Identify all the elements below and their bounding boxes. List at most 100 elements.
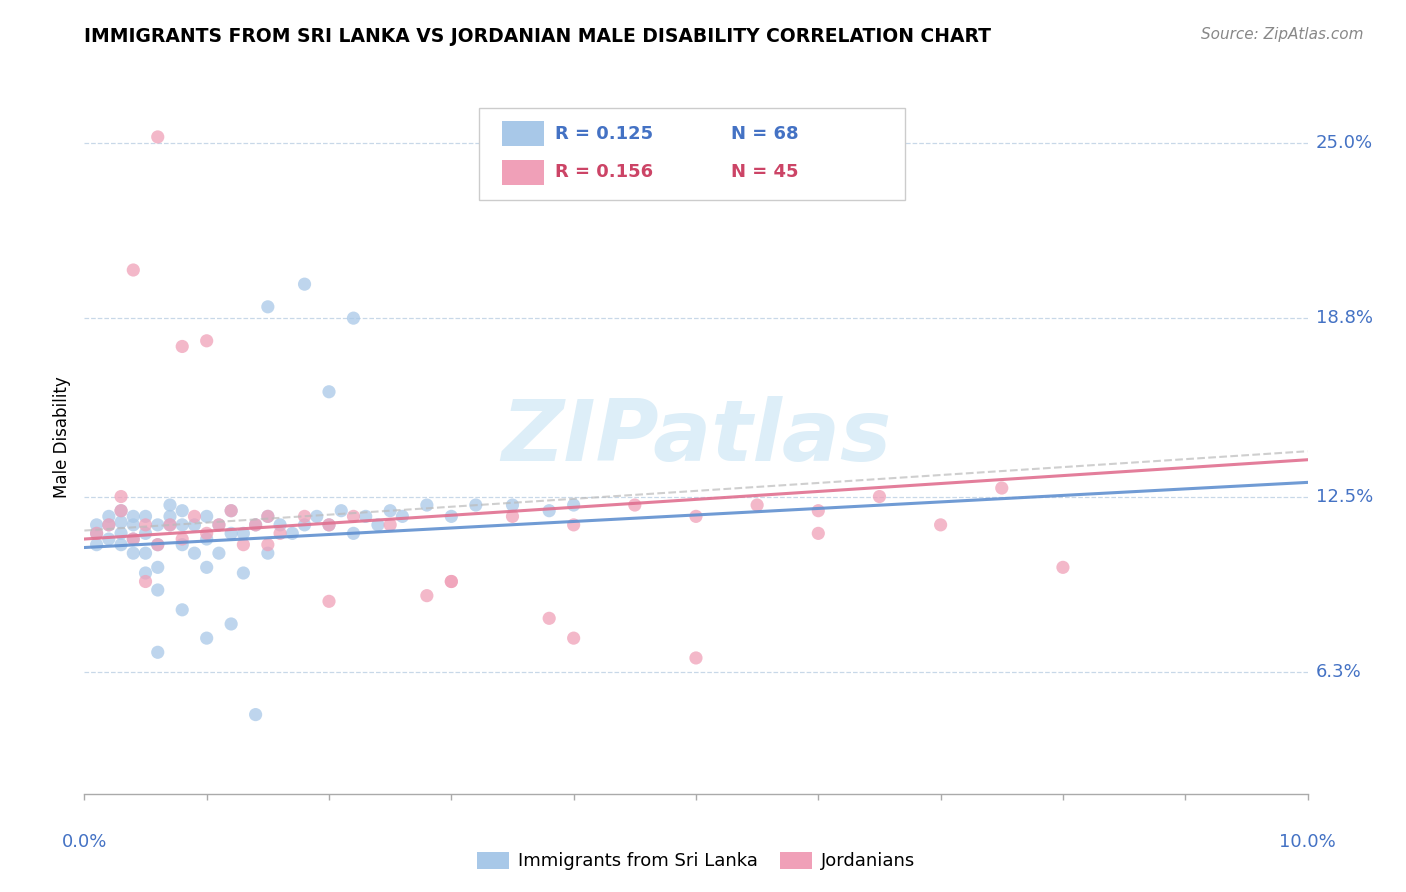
Point (208, 517, 231, 532)
Point (135, 546, 157, 560)
Point (86, 517, 108, 532)
Text: 0.0%: 0.0% (62, 833, 107, 851)
Point (97, 517, 120, 532)
Point (245, 517, 267, 532)
Point (257, 509, 280, 524)
Point (747, 498, 769, 512)
Point (232, 566, 254, 580)
Point (122, 509, 145, 524)
Point (294, 277, 316, 292)
Point (416, 589, 439, 603)
Point (135, 566, 157, 580)
Point (146, 645, 169, 659)
Point (122, 546, 145, 560)
Point (281, 526, 304, 541)
Point (172, 532, 194, 546)
Point (391, 509, 413, 524)
Point (159, 517, 181, 532)
Point (624, 498, 647, 512)
Point (219, 504, 242, 518)
Point (172, 603, 194, 617)
Point (110, 504, 132, 518)
Text: 6.3%: 6.3% (1316, 663, 1361, 681)
Point (330, 504, 353, 518)
Text: 12.5%: 12.5% (1316, 488, 1374, 506)
Point (685, 651, 707, 665)
Point (146, 129, 169, 144)
Point (183, 517, 205, 532)
Point (195, 560, 218, 574)
Point (135, 517, 157, 532)
Point (440, 574, 463, 589)
Point (146, 582, 169, 597)
Point (146, 538, 169, 552)
Point (195, 526, 218, 541)
Point (195, 509, 218, 524)
Point (380, 517, 402, 532)
Point (538, 611, 561, 625)
Text: 25.0%: 25.0% (1316, 134, 1374, 152)
Point (502, 498, 524, 512)
Point (110, 538, 132, 552)
Point (318, 517, 340, 532)
Point (183, 509, 205, 524)
Point (172, 538, 194, 552)
Point (440, 574, 463, 589)
Point (195, 532, 218, 546)
Point (146, 517, 169, 532)
Point (110, 526, 132, 541)
Point (219, 617, 242, 632)
Point (257, 300, 280, 314)
Point (562, 631, 585, 645)
Point (122, 263, 145, 277)
Point (195, 631, 218, 645)
Point (146, 538, 169, 552)
Point (318, 384, 340, 399)
Point (159, 498, 181, 512)
Point (318, 517, 340, 532)
Point (807, 504, 830, 518)
Point (257, 546, 280, 560)
Point (232, 526, 254, 541)
Text: 10.0%: 10.0% (1279, 833, 1336, 851)
Point (342, 311, 364, 326)
Point (195, 334, 218, 348)
Point (354, 509, 377, 524)
Point (219, 526, 242, 541)
Point (122, 517, 145, 532)
Point (135, 526, 157, 541)
Point (122, 532, 145, 546)
Point (538, 504, 561, 518)
Text: N = 45: N = 45 (731, 163, 799, 181)
Point (440, 509, 463, 524)
Point (110, 504, 132, 518)
Y-axis label: Male Disability: Male Disability (53, 376, 72, 498)
Point (991, 481, 1014, 495)
Point (416, 498, 439, 512)
Point (97, 509, 120, 524)
Point (208, 546, 231, 560)
Point (342, 509, 364, 524)
Text: R = 0.156: R = 0.156 (555, 163, 654, 181)
Point (502, 509, 524, 524)
Point (807, 526, 830, 541)
Point (929, 517, 952, 532)
Point (257, 538, 280, 552)
Point (172, 339, 194, 353)
Point (269, 526, 291, 541)
Point (97, 517, 120, 532)
Point (685, 509, 707, 524)
Point (245, 517, 267, 532)
Text: ZIPatlas: ZIPatlas (501, 395, 891, 479)
Point (110, 515, 132, 529)
Text: R = 0.125: R = 0.125 (555, 125, 654, 143)
Point (869, 490, 891, 504)
Point (294, 509, 316, 524)
Legend: Immigrants from Sri Lanka, Jordanians: Immigrants from Sri Lanka, Jordanians (470, 845, 922, 878)
Text: N = 68: N = 68 (731, 125, 799, 143)
Point (219, 504, 242, 518)
Point (464, 498, 486, 512)
Point (257, 509, 280, 524)
Text: IMMIGRANTS FROM SRI LANKA VS JORDANIAN MALE DISABILITY CORRELATION CHART: IMMIGRANTS FROM SRI LANKA VS JORDANIAN M… (84, 27, 991, 45)
Point (135, 509, 157, 524)
